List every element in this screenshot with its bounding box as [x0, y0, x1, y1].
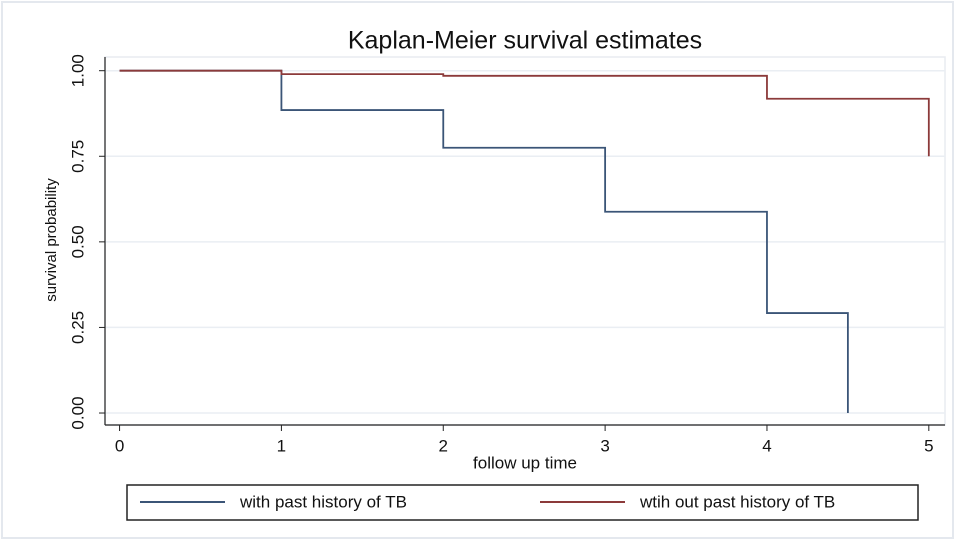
- x-axis-label: follow up time: [473, 453, 577, 472]
- x-tick-label: 0: [115, 436, 124, 455]
- x-tick-label: 4: [762, 436, 771, 455]
- x-tick-label: 2: [439, 436, 448, 455]
- y-tick-label: 0.50: [68, 225, 87, 258]
- y-tick-label: 0.75: [68, 140, 87, 173]
- legend-label: with past history of TB: [239, 492, 407, 511]
- x-tick-label: 3: [600, 436, 609, 455]
- survival-line: [119, 69, 849, 414]
- y-tick-label: 0.00: [68, 396, 87, 429]
- chart-title: Kaplan-Meier survival estimates: [348, 27, 702, 55]
- survival-line: [119, 69, 930, 157]
- y-axis-label: survival probability: [43, 178, 60, 302]
- plot-area: [104, 56, 946, 426]
- x-tick-label: 5: [924, 436, 933, 455]
- x-tick-label: 1: [277, 436, 286, 455]
- y-tick-label: 0.25: [68, 311, 87, 344]
- legend-label: wtih out past history of TB: [639, 492, 835, 511]
- legend-box: [126, 484, 919, 521]
- y-tick-label: 1.00: [68, 54, 87, 87]
